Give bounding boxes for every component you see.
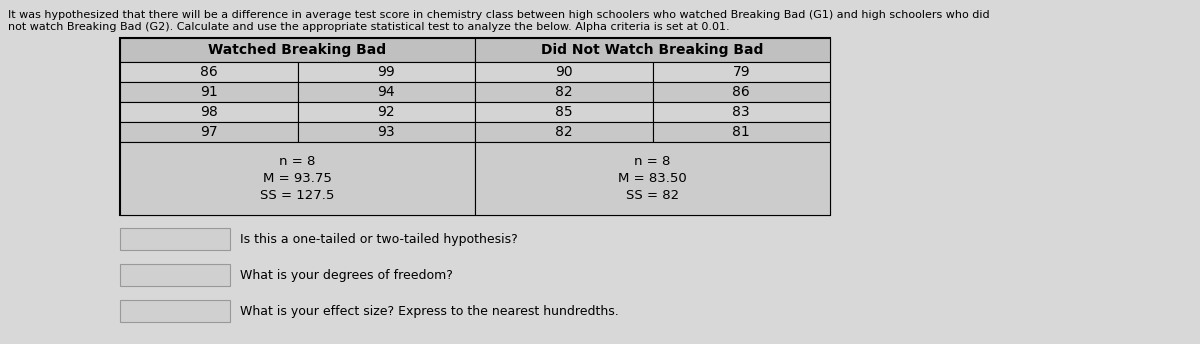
Bar: [298, 102, 475, 122]
Text: What is your degrees of freedom?: What is your degrees of freedom?: [240, 269, 452, 281]
Bar: [120, 300, 230, 322]
Bar: [475, 62, 653, 82]
Text: Watched Breaking Bad: Watched Breaking Bad: [209, 43, 386, 57]
Bar: [120, 102, 298, 122]
Text: SS = 127.5: SS = 127.5: [260, 189, 335, 202]
Text: 99: 99: [377, 65, 395, 79]
Bar: [120, 228, 230, 250]
Text: 92: 92: [378, 105, 395, 119]
Bar: [475, 142, 830, 215]
Text: 85: 85: [554, 105, 572, 119]
Bar: [120, 264, 230, 286]
Bar: [653, 122, 830, 142]
Text: 86: 86: [732, 85, 750, 99]
Text: 82: 82: [554, 85, 572, 99]
Bar: [653, 82, 830, 102]
Bar: [298, 62, 475, 82]
Text: 93: 93: [378, 125, 395, 139]
Bar: [120, 62, 298, 82]
Text: 81: 81: [732, 125, 750, 139]
Text: 98: 98: [200, 105, 217, 119]
Bar: [653, 62, 830, 82]
Text: 86: 86: [200, 65, 217, 79]
Text: It was hypothesized that there will be a difference in average test score in che: It was hypothesized that there will be a…: [8, 10, 990, 20]
Bar: [298, 82, 475, 102]
Bar: [120, 38, 830, 215]
Bar: [475, 82, 653, 102]
Text: M = 83.50: M = 83.50: [618, 172, 686, 185]
Text: n = 8: n = 8: [635, 155, 671, 168]
Bar: [475, 122, 653, 142]
Text: What is your effect size? Express to the nearest hundredths.: What is your effect size? Express to the…: [240, 304, 619, 318]
Bar: [120, 38, 475, 62]
Text: M = 93.75: M = 93.75: [263, 172, 332, 185]
Text: 97: 97: [200, 125, 217, 139]
Text: SS = 82: SS = 82: [626, 189, 679, 202]
Text: n = 8: n = 8: [280, 155, 316, 168]
Text: 91: 91: [200, 85, 217, 99]
Bar: [475, 102, 653, 122]
Bar: [475, 38, 830, 62]
Bar: [120, 122, 298, 142]
Text: 82: 82: [554, 125, 572, 139]
Text: 83: 83: [732, 105, 750, 119]
Text: 90: 90: [554, 65, 572, 79]
Text: 79: 79: [732, 65, 750, 79]
Bar: [120, 142, 475, 215]
Text: not watch Breaking Bad (G2). Calculate and use the appropriate statistical test : not watch Breaking Bad (G2). Calculate a…: [8, 22, 730, 32]
Text: Did Not Watch Breaking Bad: Did Not Watch Breaking Bad: [541, 43, 763, 57]
Text: Is this a one-tailed or two-tailed hypothesis?: Is this a one-tailed or two-tailed hypot…: [240, 233, 517, 246]
Bar: [653, 102, 830, 122]
Bar: [298, 122, 475, 142]
Text: 94: 94: [378, 85, 395, 99]
Bar: [120, 82, 298, 102]
